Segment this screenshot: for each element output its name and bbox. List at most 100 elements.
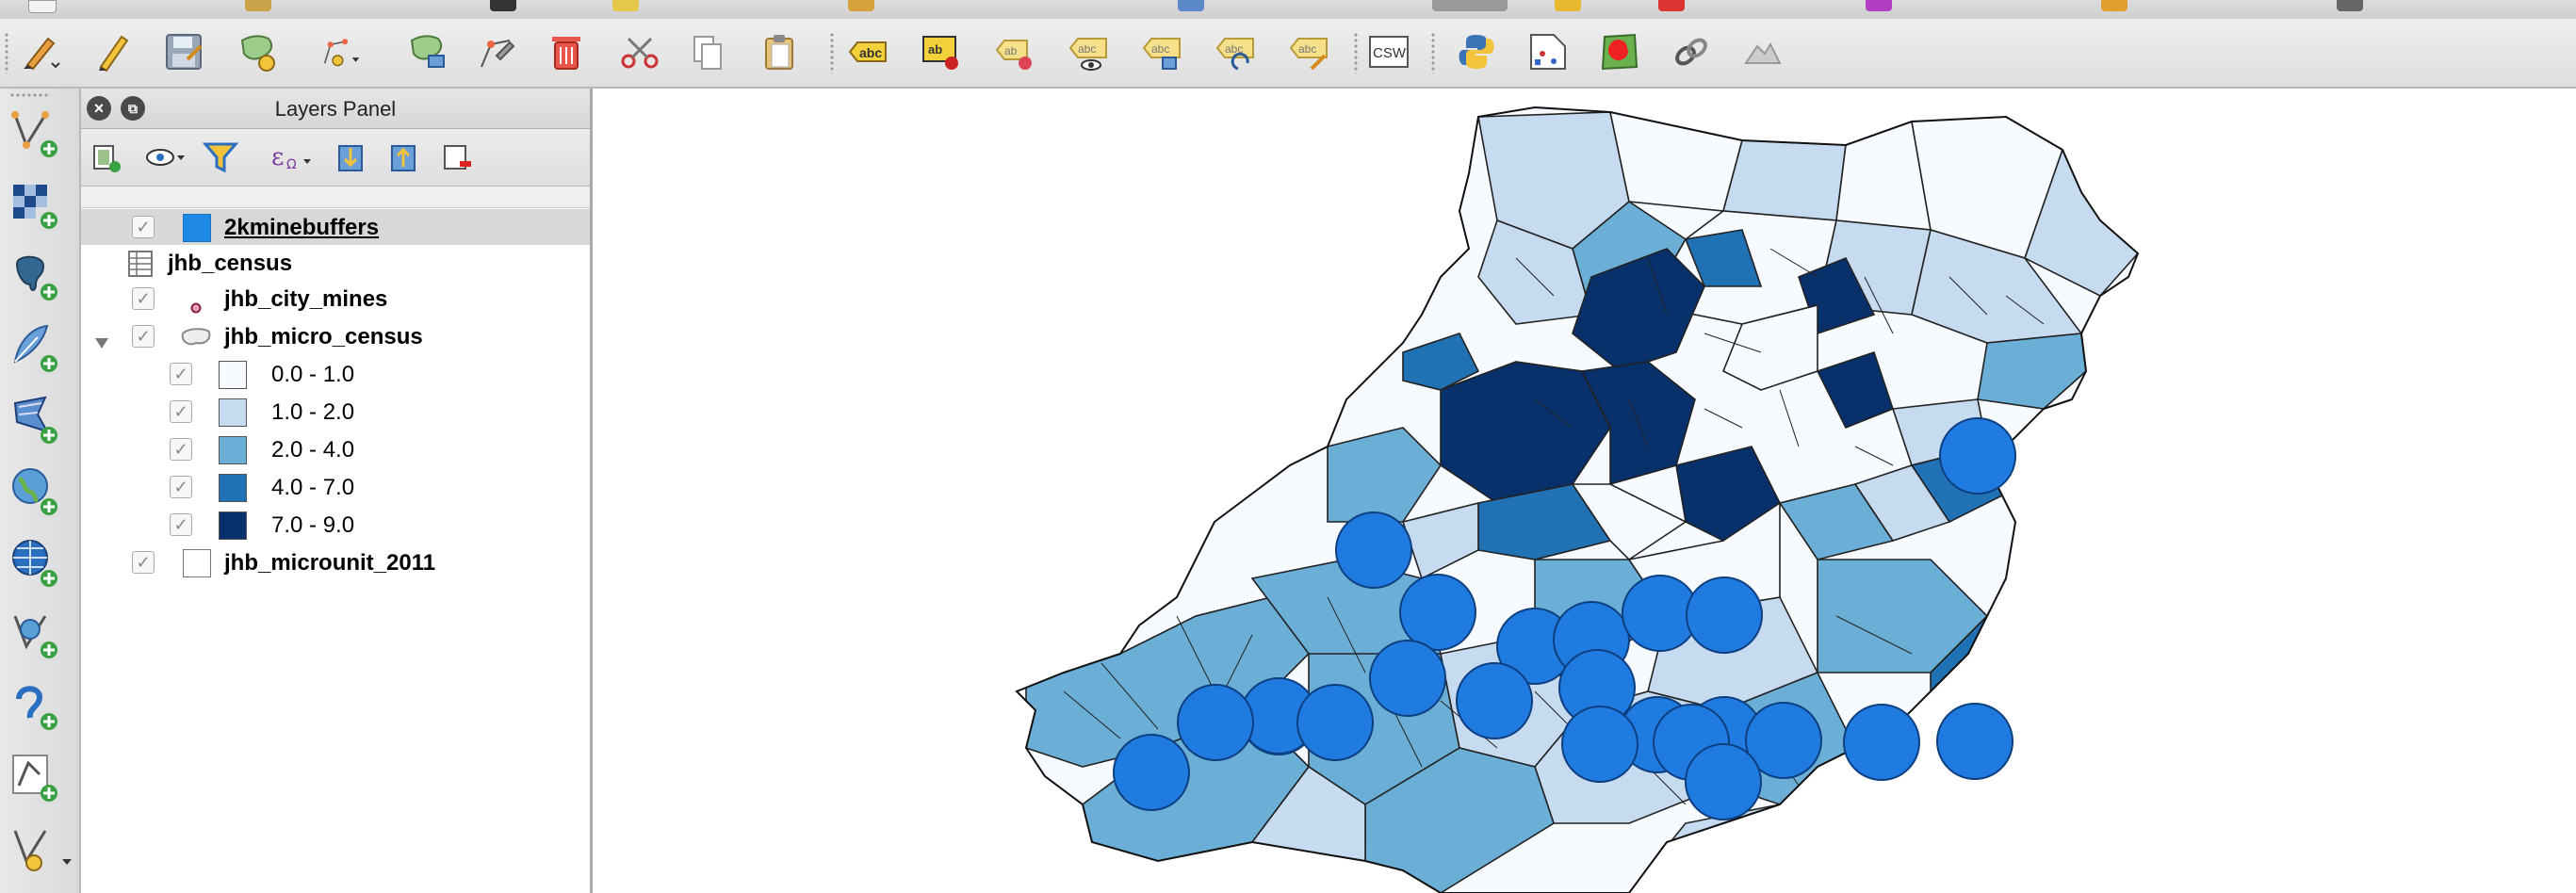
svg-text:CSW: CSW bbox=[1373, 45, 1407, 61]
choropleth-map[interactable] bbox=[593, 89, 2576, 893]
layer-visibility-checkbox[interactable]: ✓ bbox=[132, 216, 155, 238]
mine-buffer[interactable] bbox=[1369, 640, 1446, 717]
toolbar-grip[interactable] bbox=[1430, 32, 1436, 73]
cut-features-icon[interactable] bbox=[618, 30, 661, 73]
toolbar-icon[interactable] bbox=[1178, 0, 1204, 11]
mine-buffer[interactable] bbox=[1561, 706, 1639, 783]
mine-buffer[interactable] bbox=[1177, 684, 1254, 761]
add-delimited-text-layer-icon[interactable] bbox=[9, 680, 62, 733]
toolbar-icon[interactable] bbox=[28, 0, 57, 13]
label-settings-icon[interactable]: ab bbox=[920, 30, 963, 73]
add-postgis-layer-icon[interactable] bbox=[9, 251, 62, 303]
mine-buffer[interactable] bbox=[1936, 703, 2014, 780]
python-console-icon[interactable] bbox=[1455, 30, 1498, 73]
map-canvas[interactable] bbox=[593, 89, 2576, 893]
layer-visibility-checkbox[interactable]: ✓ bbox=[132, 551, 155, 574]
toggle-editing-icon[interactable] bbox=[90, 30, 134, 73]
mine-buffer[interactable] bbox=[1113, 734, 1190, 811]
toolbar-icon[interactable] bbox=[848, 0, 874, 11]
add-feature-icon[interactable] bbox=[236, 30, 279, 73]
add-vector-layer-icon[interactable] bbox=[9, 107, 62, 160]
mine-buffer[interactable] bbox=[1686, 576, 1763, 654]
toolbar-icon[interactable] bbox=[1555, 0, 1581, 11]
mine-buffer[interactable] bbox=[1939, 417, 2016, 495]
toolbar-icon[interactable] bbox=[2337, 0, 2363, 11]
node-tool-icon[interactable] bbox=[475, 30, 518, 73]
class-visibility-checkbox[interactable]: ✓ bbox=[170, 513, 192, 536]
layer-row-jhb-micro-census[interactable]: ✓ jhb_micro_census bbox=[81, 318, 590, 354]
legend-class-row[interactable]: ✓ 2.0 - 4.0 bbox=[81, 431, 590, 467]
float-panel-icon[interactable]: ⧉ bbox=[121, 96, 145, 121]
legend-class-row[interactable]: ✓ 1.0 - 2.0 bbox=[81, 394, 590, 430]
toolbar-icon[interactable] bbox=[2101, 0, 2128, 11]
pin-label-icon[interactable]: ab bbox=[993, 30, 1036, 73]
class-visibility-checkbox[interactable]: ✓ bbox=[170, 400, 192, 423]
rotate-label-icon[interactable]: abc bbox=[1214, 30, 1257, 73]
delete-selected-icon[interactable] bbox=[545, 30, 588, 73]
mine-buffer[interactable] bbox=[1399, 574, 1476, 651]
move-feature-icon[interactable] bbox=[405, 30, 448, 73]
close-panel-icon[interactable]: × bbox=[87, 96, 111, 121]
expand-all-icon[interactable] bbox=[334, 138, 371, 176]
mine-buffer[interactable] bbox=[1296, 684, 1374, 761]
toolbar-icon[interactable] bbox=[1658, 0, 1685, 11]
add-raster-layer-icon[interactable] bbox=[9, 179, 62, 232]
add-mssql-layer-icon[interactable] bbox=[9, 394, 62, 446]
remove-layer-icon[interactable] bbox=[439, 138, 477, 176]
add-wfs-layer-icon[interactable] bbox=[9, 609, 62, 661]
layer-visibility-checkbox[interactable]: ✓ bbox=[132, 325, 155, 348]
georeferencer-icon[interactable] bbox=[1598, 30, 1641, 73]
toolbar-icon[interactable] bbox=[490, 0, 516, 11]
add-spatialite-layer-icon[interactable] bbox=[9, 322, 62, 375]
mine-buffer[interactable] bbox=[1685, 743, 1762, 820]
toolbar-icon[interactable] bbox=[1866, 0, 1892, 11]
collapse-all-icon[interactable] bbox=[386, 138, 424, 176]
class-visibility-checkbox[interactable]: ✓ bbox=[170, 438, 192, 461]
terrain-icon[interactable] bbox=[1741, 30, 1785, 73]
csw-client-icon[interactable]: CSW bbox=[1368, 30, 1411, 73]
legend-class-row[interactable]: ✓ 4.0 - 7.0 bbox=[81, 469, 590, 505]
toolbar-icon[interactable] bbox=[612, 0, 639, 11]
layer-row-jhb-census[interactable]: jhb_census bbox=[81, 245, 590, 281]
field-calculator-icon[interactable] bbox=[1526, 30, 1570, 73]
save-layer-edits-icon[interactable] bbox=[162, 30, 205, 73]
expand-arrow-icon[interactable] bbox=[94, 330, 109, 349]
mine-buffer[interactable] bbox=[1335, 511, 1412, 589]
layer-row-2kminebuffers[interactable]: ✓ 2kminebuffers bbox=[81, 209, 590, 245]
mine-buffer[interactable] bbox=[1456, 662, 1533, 739]
legend-class-row[interactable]: ✓ 0.0 - 1.0 bbox=[81, 356, 590, 392]
new-shapefile-layer-icon[interactable] bbox=[9, 752, 62, 804]
change-label-icon[interactable]: abc bbox=[1287, 30, 1330, 73]
class-visibility-checkbox[interactable]: ✓ bbox=[170, 476, 192, 498]
show-hide-labels-icon[interactable]: abc bbox=[1067, 30, 1110, 73]
toolbar-grip[interactable] bbox=[829, 32, 835, 73]
vertex-tool-icon[interactable] bbox=[320, 30, 364, 73]
layer-row-jhb-microunit-2011[interactable]: ✓ jhb_microunit_2011 bbox=[81, 544, 590, 580]
add-wcs-layer-icon[interactable] bbox=[9, 537, 62, 590]
filter-legend-icon[interactable] bbox=[202, 138, 239, 176]
add-group-icon[interactable] bbox=[89, 138, 126, 176]
toolbar-grip[interactable] bbox=[4, 32, 9, 73]
paste-features-icon[interactable] bbox=[758, 30, 801, 73]
legend-class-row[interactable]: ✓ 7.0 - 9.0 bbox=[81, 507, 590, 543]
copy-features-icon[interactable] bbox=[686, 30, 729, 73]
toolbar-icon[interactable] bbox=[1432, 0, 1508, 11]
add-wms-layer-icon[interactable] bbox=[9, 465, 62, 518]
toolbar-icon[interactable] bbox=[245, 0, 271, 11]
layer-visibility-checkbox[interactable]: ✓ bbox=[132, 287, 155, 310]
edits-pencil-icon[interactable] bbox=[19, 30, 62, 73]
layer-row-jhb-city-mines[interactable]: ✓ jhb_city_mines bbox=[81, 281, 590, 317]
toolbar-grip[interactable] bbox=[1353, 32, 1359, 73]
mine-buffer[interactable] bbox=[1745, 702, 1822, 779]
toolbar-grip[interactable] bbox=[9, 92, 51, 98]
layer-labeling-icon[interactable]: abc bbox=[846, 30, 889, 73]
class-visibility-checkbox[interactable]: ✓ bbox=[170, 363, 192, 385]
new-temporary-layer-icon[interactable] bbox=[9, 823, 72, 876]
manage-visibility-icon[interactable] bbox=[143, 138, 185, 176]
mine-buffers[interactable] bbox=[1113, 417, 2016, 820]
mine-buffer[interactable] bbox=[1843, 704, 1920, 781]
link-plugin-icon[interactable] bbox=[1670, 30, 1713, 73]
move-label-icon[interactable]: abc bbox=[1140, 30, 1183, 73]
class-label: 4.0 - 7.0 bbox=[271, 475, 355, 500]
